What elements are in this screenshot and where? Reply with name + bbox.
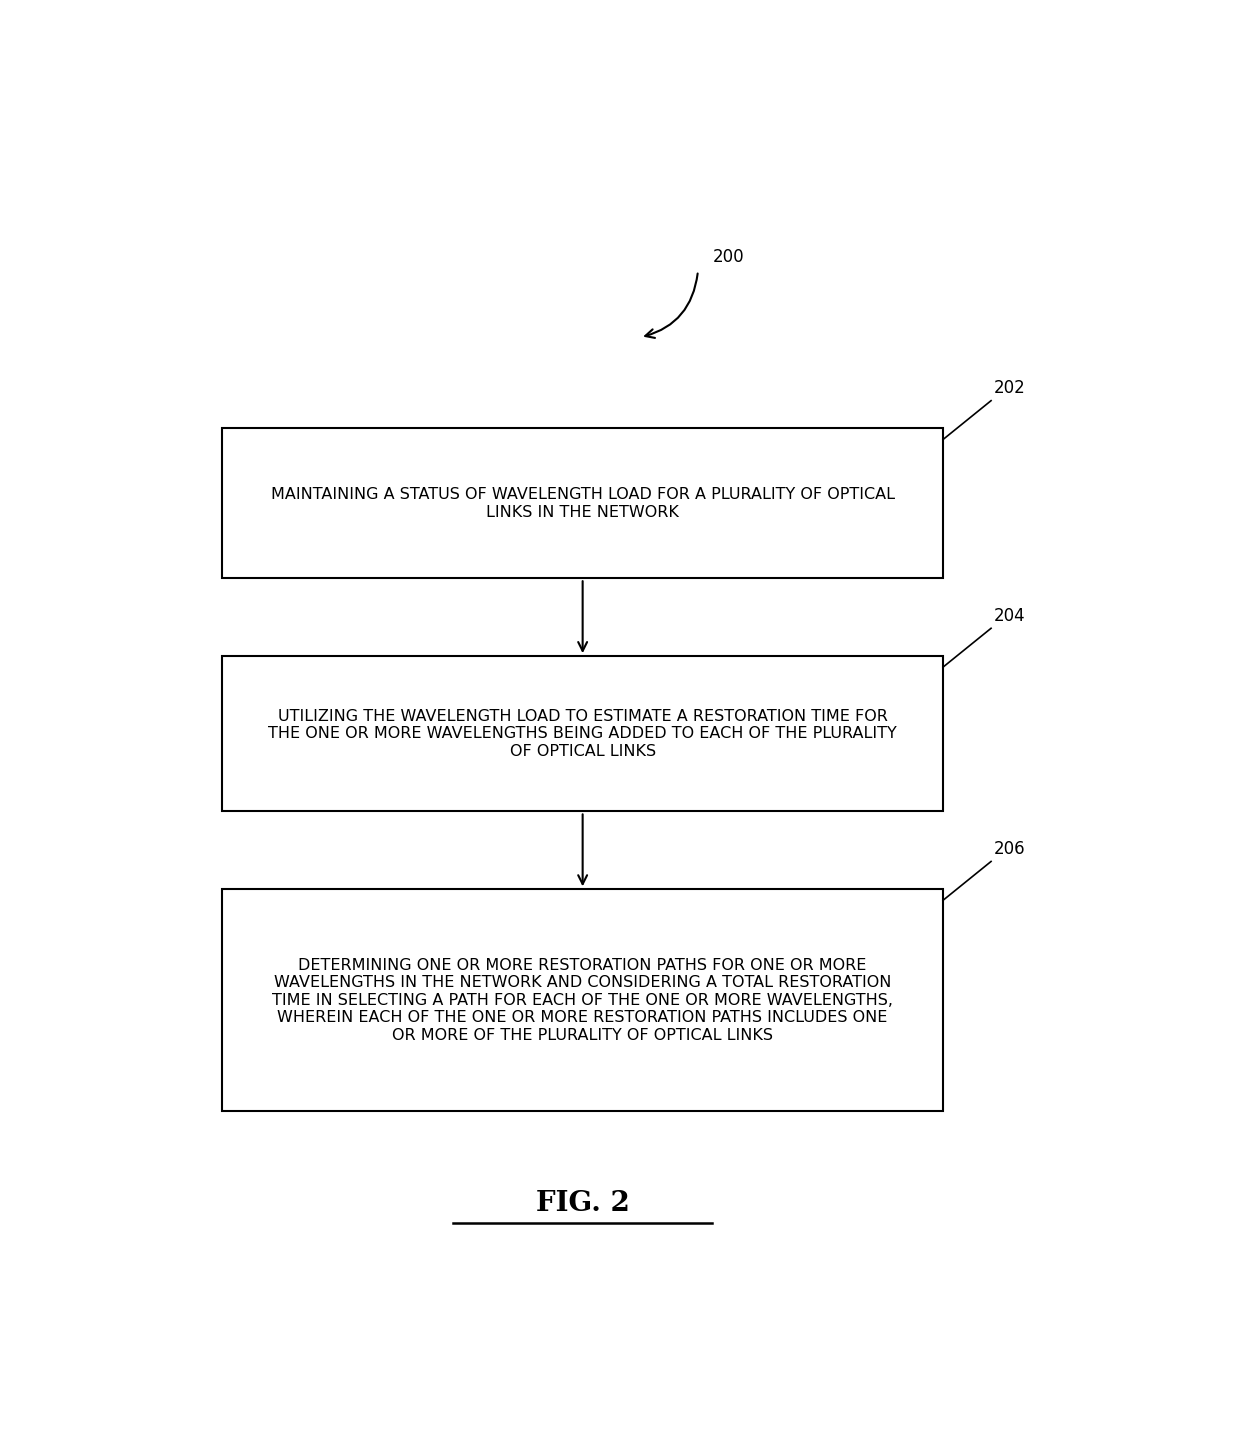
Text: 200: 200 bbox=[713, 248, 744, 265]
FancyBboxPatch shape bbox=[222, 890, 944, 1112]
Text: 206: 206 bbox=[994, 841, 1025, 858]
Text: DETERMINING ONE OR MORE RESTORATION PATHS FOR ONE OR MORE
WAVELENGTHS IN THE NET: DETERMINING ONE OR MORE RESTORATION PATH… bbox=[272, 957, 893, 1043]
FancyArrowPatch shape bbox=[645, 274, 698, 337]
Text: UTILIZING THE WAVELENGTH LOAD TO ESTIMATE A RESTORATION TIME FOR
THE ONE OR MORE: UTILIZING THE WAVELENGTH LOAD TO ESTIMAT… bbox=[268, 709, 897, 758]
FancyBboxPatch shape bbox=[222, 656, 944, 812]
Text: FIG. 2: FIG. 2 bbox=[536, 1190, 630, 1217]
Text: 202: 202 bbox=[994, 379, 1025, 398]
Text: MAINTAINING A STATUS OF WAVELENGTH LOAD FOR A PLURALITY OF OPTICAL
LINKS IN THE : MAINTAINING A STATUS OF WAVELENGTH LOAD … bbox=[270, 487, 894, 519]
FancyBboxPatch shape bbox=[222, 428, 944, 578]
Text: 204: 204 bbox=[994, 607, 1025, 624]
